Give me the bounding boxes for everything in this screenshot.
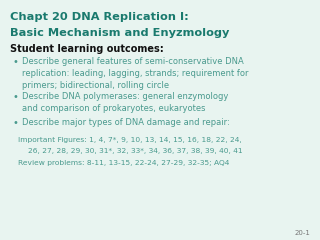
Text: 20-1: 20-1 — [294, 230, 310, 236]
Text: Important Figures: 1, 4, 7*, 9, 10, 13, 14, 15, 16, 18, 22, 24,: Important Figures: 1, 4, 7*, 9, 10, 13, … — [18, 137, 242, 143]
Text: •: • — [12, 57, 18, 67]
Text: Basic Mechanism and Enyzmology: Basic Mechanism and Enyzmology — [10, 28, 229, 38]
Text: •: • — [12, 118, 18, 128]
Text: Chapt 20 DNA Replication I:: Chapt 20 DNA Replication I: — [10, 12, 189, 22]
Text: 26, 27, 28, 29, 30, 31*, 32, 33*, 34, 36, 37, 38, 39, 40, 41: 26, 27, 28, 29, 30, 31*, 32, 33*, 34, 36… — [28, 148, 243, 154]
Text: Describe DNA polymerases: general enzymology
and comparison of prokaryotes, euka: Describe DNA polymerases: general enzymo… — [22, 92, 228, 113]
Text: •: • — [12, 92, 18, 102]
Text: Describe major types of DNA damage and repair:: Describe major types of DNA damage and r… — [22, 118, 230, 127]
Text: Review problems: 8-11, 13-15, 22-24, 27-29, 32-35; AQ4: Review problems: 8-11, 13-15, 22-24, 27-… — [18, 160, 229, 166]
Text: Student learning outcomes:: Student learning outcomes: — [10, 44, 164, 54]
Text: Describe general features of semi-conservative DNA
replication: leading, lagging: Describe general features of semi-conser… — [22, 57, 249, 90]
